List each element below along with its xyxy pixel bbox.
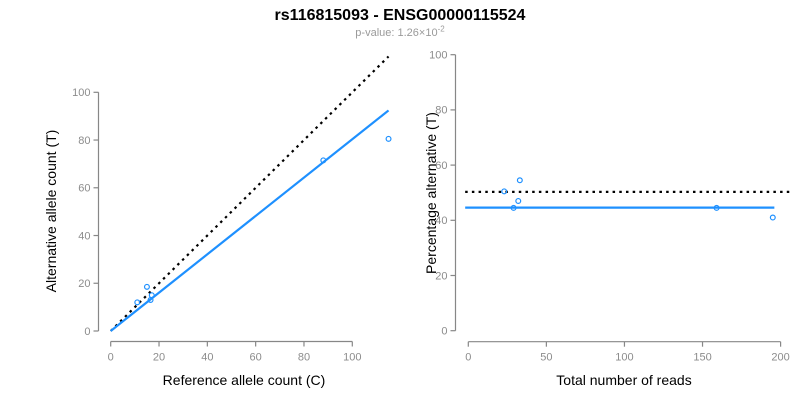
x-tick-label: 0: [108, 352, 114, 364]
plot-percentage-vs-reads: 0 20 40 60 80 100 0 50 100 150 200 Total number of …: [423, 50, 790, 388]
data-point: [515, 197, 522, 204]
x-tick-label: 60: [250, 352, 262, 364]
y-axis-title: Alternative allele count (T): [43, 130, 59, 293]
identity-line: [109, 55, 390, 332]
figure-title: rs116815093 - ENSG00000115524: [274, 7, 526, 24]
x-tick-label: 100: [343, 352, 361, 364]
figure-subtitle: p-value: 1.26×10-2: [0, 24, 800, 39]
data-point: [769, 214, 776, 221]
x-tick-label: 50: [540, 352, 552, 364]
x-tick-label: 0: [465, 352, 471, 364]
pvalue-text: p-value: 1.26×10: [355, 27, 438, 39]
x-tick-label: 40: [201, 352, 213, 364]
x-tick-label: 20: [153, 352, 165, 364]
data-point: [148, 292, 155, 299]
data-point: [143, 283, 150, 290]
x-tick-label: 80: [298, 352, 310, 364]
plot-allele-counts: 0 20 40 60 80 100 0 20 40 60 80 100 Reference allele…: [43, 55, 392, 388]
data-point: [510, 204, 517, 211]
x-axis-title: Reference allele count (C): [163, 372, 326, 388]
y-tick-label: 80: [78, 135, 90, 147]
pvalue-exponent: -2: [437, 24, 445, 34]
y-tick-label: 80: [435, 105, 447, 117]
x-axis-title: Total number of reads: [556, 372, 691, 388]
y-tick-label: 60: [78, 183, 90, 195]
x-tick-label: 100: [615, 352, 633, 364]
data-point: [320, 157, 327, 164]
data-point: [501, 188, 508, 195]
x-tick-label: 200: [771, 352, 789, 364]
data-point: [516, 177, 523, 184]
y-tick-label: 0: [84, 326, 90, 338]
y-tick-label: 40: [435, 215, 447, 227]
y-tick-label: 0: [441, 326, 447, 338]
y-tick-label: 100: [429, 50, 447, 62]
y-tick-label: 60: [435, 160, 447, 172]
y-axis-title: Percentage alternative (T): [423, 112, 439, 274]
x-tick-label: 150: [693, 352, 711, 364]
y-tick-label: 40: [78, 230, 90, 242]
data-point: [713, 204, 720, 211]
y-tick-label: 100: [72, 87, 90, 99]
y-tick-label: 20: [435, 270, 447, 282]
y-tick-label: 20: [78, 278, 90, 290]
data-point: [385, 135, 392, 142]
data-point: [134, 299, 141, 306]
fit-line: [110, 109, 390, 332]
